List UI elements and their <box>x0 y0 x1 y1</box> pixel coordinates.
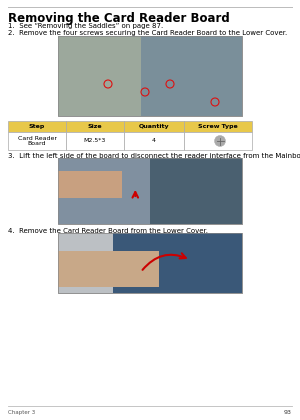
Bar <box>184 121 252 132</box>
Text: 4.  Remove the Card Reader Board from the Lower Cover.: 4. Remove the Card Reader Board from the… <box>8 228 208 234</box>
Text: 1.  See “Removing the Saddles” on page 87.: 1. See “Removing the Saddles” on page 87… <box>8 23 163 29</box>
Bar <box>58 233 242 293</box>
Bar <box>58 36 242 116</box>
Bar <box>58 158 242 224</box>
Bar <box>8 132 66 150</box>
Text: Card Reader
Board: Card Reader Board <box>17 136 56 147</box>
Text: Removing the Card Reader Board: Removing the Card Reader Board <box>8 12 230 25</box>
Bar <box>58 158 242 224</box>
Bar <box>124 121 184 132</box>
Text: 2.  Remove the four screws securing the Card Reader Board to the Lower Cover.: 2. Remove the four screws securing the C… <box>8 29 287 36</box>
Bar <box>124 132 184 150</box>
Bar <box>58 36 242 116</box>
Text: Size: Size <box>88 124 102 129</box>
Bar <box>8 121 66 132</box>
Bar <box>58 36 141 116</box>
Bar <box>58 171 122 197</box>
Circle shape <box>214 136 226 147</box>
Text: Chapter 3: Chapter 3 <box>8 410 35 415</box>
Text: Quantity: Quantity <box>139 124 169 129</box>
Text: Step: Step <box>29 124 45 129</box>
Text: 3.  Lift the left side of the board to disconnect the reader interface from the : 3. Lift the left side of the board to di… <box>8 153 300 159</box>
Bar <box>66 132 124 150</box>
Bar <box>58 233 242 293</box>
Text: M2.5*3: M2.5*3 <box>84 139 106 144</box>
Bar <box>141 36 242 116</box>
Bar <box>184 132 252 150</box>
Text: 93: 93 <box>284 410 292 415</box>
Bar <box>58 158 150 224</box>
Bar <box>113 233 242 293</box>
Bar <box>58 251 159 287</box>
Bar <box>150 158 242 224</box>
Text: 4: 4 <box>152 139 156 144</box>
Bar <box>66 121 124 132</box>
Text: Screw Type: Screw Type <box>198 124 238 129</box>
